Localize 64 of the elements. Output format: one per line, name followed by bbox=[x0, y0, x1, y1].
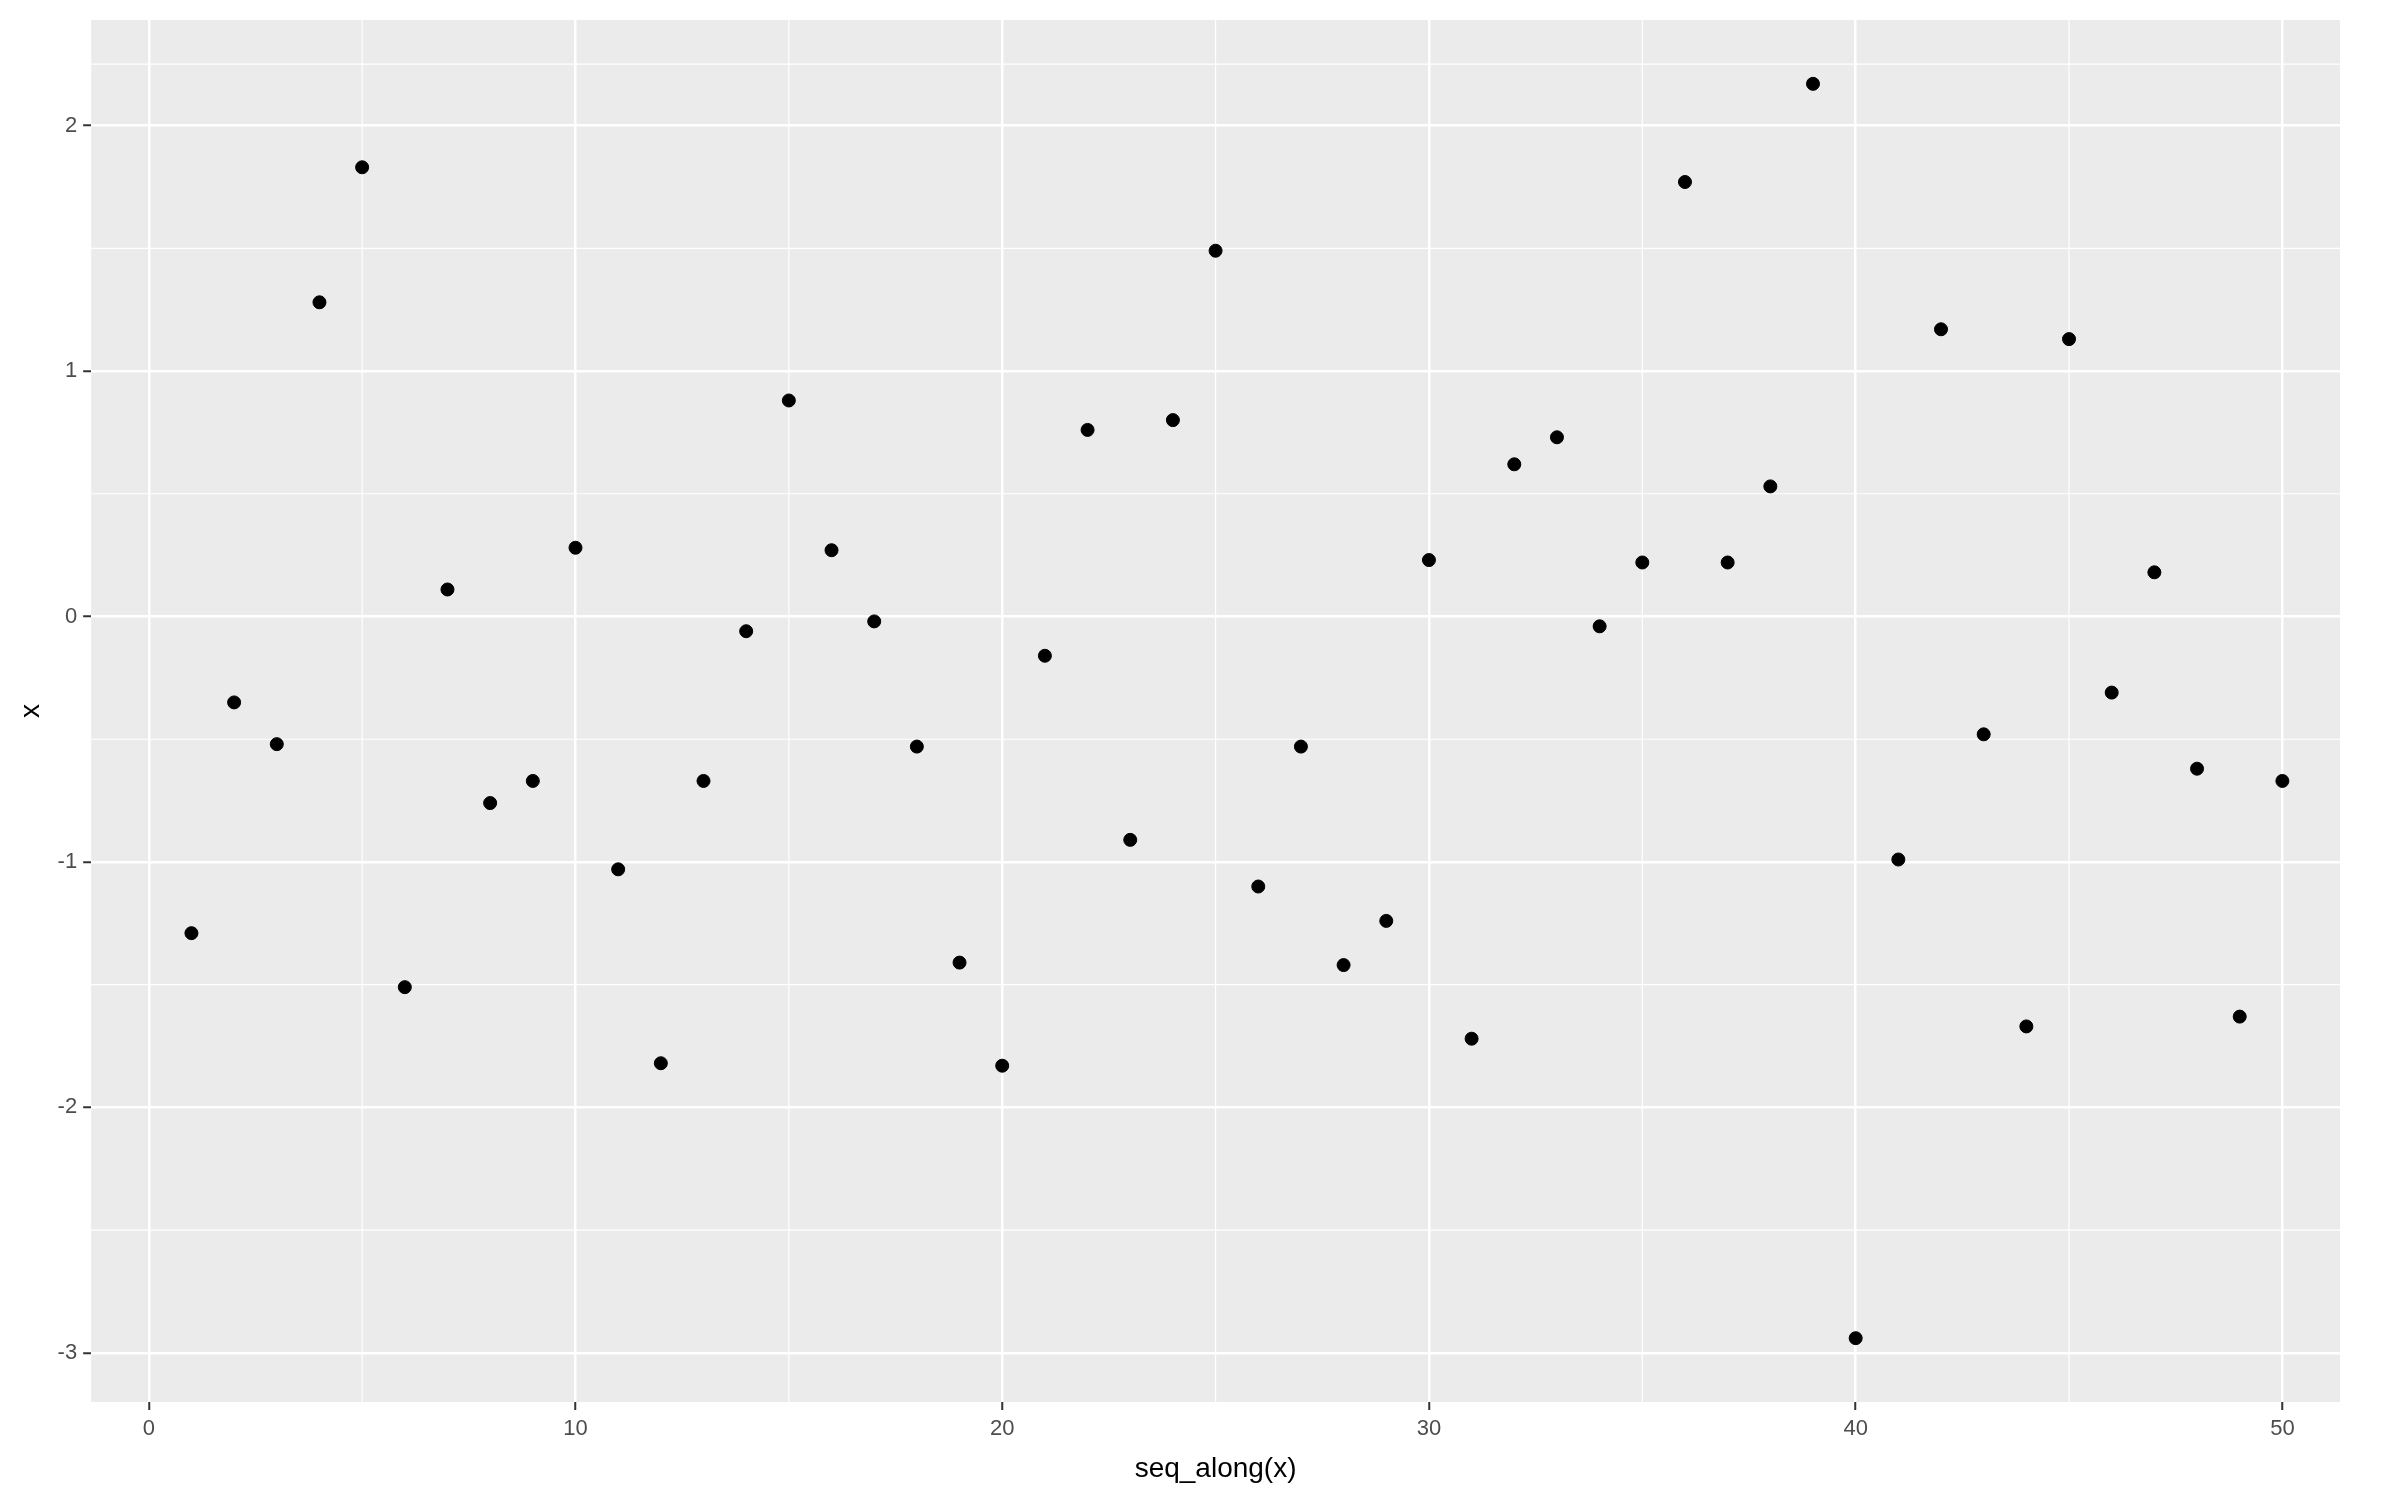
point bbox=[2104, 685, 2119, 700]
point bbox=[1592, 619, 1607, 634]
point bbox=[1976, 727, 1991, 742]
y-tick-label: 2 bbox=[64, 111, 78, 137]
point bbox=[2190, 761, 2205, 776]
point bbox=[952, 955, 967, 970]
point bbox=[1507, 457, 1522, 472]
point bbox=[184, 926, 199, 941]
point bbox=[312, 295, 327, 310]
x-axis-title: seq_along(x) bbox=[1134, 1451, 1297, 1483]
point bbox=[1677, 175, 1692, 190]
point bbox=[269, 737, 284, 752]
x-tick-label: 30 bbox=[1416, 1415, 1442, 1441]
point bbox=[781, 393, 796, 408]
point bbox=[824, 543, 839, 558]
point bbox=[1763, 479, 1778, 494]
point bbox=[909, 739, 924, 754]
y-tick-label: -2 bbox=[57, 1093, 78, 1119]
point bbox=[1080, 422, 1095, 437]
point bbox=[1165, 413, 1180, 428]
point bbox=[1251, 879, 1266, 894]
point bbox=[1549, 430, 1564, 445]
y-tick-label: 0 bbox=[64, 602, 78, 628]
x-tick-label: 40 bbox=[1843, 1415, 1868, 1441]
y-tick-label: 1 bbox=[64, 357, 78, 383]
point bbox=[2232, 1009, 2247, 1024]
point bbox=[525, 773, 540, 788]
point bbox=[1891, 852, 1906, 867]
point bbox=[1635, 555, 1650, 570]
point bbox=[2062, 332, 2077, 347]
point bbox=[1720, 555, 1735, 570]
x-tick-label: 0 bbox=[142, 1415, 155, 1441]
point bbox=[2019, 1019, 2034, 1034]
point bbox=[227, 695, 242, 710]
point bbox=[611, 862, 626, 877]
point bbox=[1336, 958, 1351, 973]
point bbox=[1934, 322, 1949, 337]
x-tick-label: 20 bbox=[989, 1415, 1015, 1441]
point bbox=[1805, 76, 1820, 91]
y-axis-title: x bbox=[13, 704, 45, 718]
point bbox=[1208, 243, 1223, 258]
y-tick-label: -3 bbox=[57, 1338, 78, 1364]
point bbox=[397, 980, 412, 995]
point bbox=[739, 624, 754, 639]
point bbox=[653, 1056, 668, 1071]
point bbox=[1848, 1331, 1863, 1346]
point bbox=[1379, 913, 1394, 928]
point bbox=[1037, 648, 1052, 663]
point bbox=[696, 773, 711, 788]
point bbox=[1464, 1031, 1479, 1046]
point bbox=[483, 796, 498, 811]
point bbox=[995, 1058, 1010, 1073]
point bbox=[355, 160, 370, 175]
point bbox=[440, 582, 455, 597]
x-tick-label: 10 bbox=[563, 1415, 588, 1441]
point bbox=[2275, 773, 2290, 788]
point bbox=[568, 540, 583, 555]
y-tick-label: -1 bbox=[57, 848, 78, 874]
point bbox=[1123, 832, 1138, 847]
point bbox=[2147, 565, 2162, 580]
x-tick-label: 50 bbox=[2270, 1415, 2295, 1441]
point bbox=[867, 614, 882, 629]
point bbox=[1293, 739, 1308, 754]
point bbox=[1421, 553, 1436, 568]
